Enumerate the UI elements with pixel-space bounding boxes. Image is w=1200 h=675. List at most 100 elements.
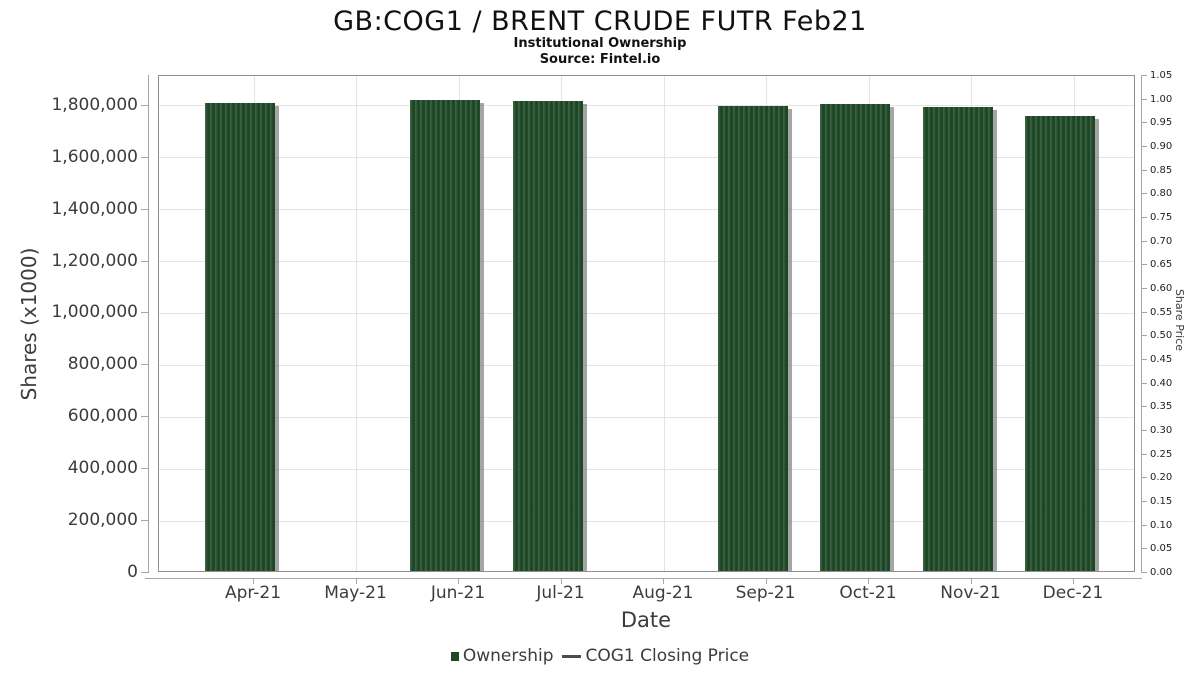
y-axis-tick-left (141, 104, 148, 106)
y-axis-tick-right (1141, 311, 1147, 313)
bar-dec-21[interactable] (1025, 115, 1095, 571)
y-axis-label-right: 0.60 (1150, 283, 1173, 294)
legend-item-ownership[interactable]: Ownership (450, 646, 554, 666)
y-axis-label-right: 0.80 (1150, 188, 1173, 200)
y-axis-title-left: Shares (x1000) (17, 247, 41, 401)
chart-source: Source: Fintel.io (539, 52, 661, 67)
x-axis-tick (458, 578, 459, 584)
y-axis-tick-right (1141, 146, 1147, 147)
x-axis-tick (868, 578, 869, 584)
y-axis-label-left: 1,800,000 (51, 94, 138, 115)
y-axis-label-left: 200,000 (67, 510, 138, 531)
chart-title: GB:COG1 / BRENT CRUDE FUTR Feb21 (333, 6, 867, 37)
bar-sep-21[interactable] (717, 106, 788, 571)
y-axis-title-right: Share Price (1173, 288, 1186, 352)
y-axis-label-left: 1,000,000 (51, 302, 138, 323)
y-axis-label-right: 0.10 (1150, 519, 1173, 531)
y-axis-tick-left (141, 364, 148, 366)
legend-item-closing-price[interactable]: COG1 Closing Price (562, 646, 749, 666)
bar-jul-21[interactable] (512, 100, 583, 571)
x-axis-title: Date (620, 608, 672, 632)
y-axis-label-right: 0.90 (1150, 141, 1173, 152)
gridline-horizontal (159, 520, 1134, 522)
y-axis-label-left: 1,200,000 (51, 250, 138, 271)
x-axis-tick (560, 578, 562, 584)
bar-oct-21[interactable] (820, 104, 890, 571)
gridline-horizontal (159, 209, 1134, 211)
y-axis-line-right (1141, 75, 1142, 573)
chart-subtitle: Institutional Ownership (513, 36, 687, 51)
y-axis-label-right: 0.75 (1150, 212, 1173, 223)
y-axis-label-right: 0.15 (1150, 496, 1173, 507)
y-axis-label-left: 800,000 (67, 354, 138, 375)
x-axis-tick (253, 578, 254, 584)
y-axis-tick-right (1141, 477, 1147, 479)
y-axis-tick-left (141, 260, 148, 262)
gridline-horizontal (159, 261, 1134, 263)
y-axis-tick-right (1141, 335, 1147, 337)
x-axis-label: Dec-21 (1042, 583, 1104, 603)
y-axis-tick-left (141, 156, 148, 158)
y-axis-tick-left (141, 312, 148, 314)
ownership-square-marker-icon (450, 651, 459, 661)
x-axis-tick (1073, 578, 1074, 584)
y-axis-label-right: 0.70 (1150, 235, 1173, 247)
y-axis-tick-right (1141, 406, 1147, 408)
legend: Ownership COG1 Closing Price (0, 646, 1200, 666)
y-axis-label-right: 0.25 (1150, 448, 1173, 460)
y-axis-tick-right (1141, 548, 1147, 550)
gridline-horizontal (159, 312, 1134, 314)
y-axis-tick-right (1141, 572, 1147, 573)
y-axis-tick-right (1141, 169, 1147, 171)
bar-jun-21[interactable] (410, 100, 480, 571)
y-axis-tick-right (1141, 382, 1147, 384)
bar-nov-21[interactable] (922, 106, 993, 571)
y-axis-tick-right (1141, 193, 1147, 195)
gridline-vertical (356, 76, 357, 571)
gridline-horizontal (159, 416, 1134, 418)
x-axis-tick (663, 578, 664, 584)
y-axis-label-right: 0.85 (1150, 164, 1173, 176)
y-axis-tick-right (1141, 288, 1147, 289)
x-axis-tick (355, 578, 357, 584)
y-axis-tick-right (1141, 359, 1147, 360)
x-axis-tick (970, 578, 972, 584)
y-axis-label-right: 0.50 (1150, 330, 1173, 342)
legend-label-ownership: Ownership (462, 646, 554, 666)
y-axis-tick-left (141, 520, 148, 522)
bar-apr-21[interactable] (205, 102, 275, 571)
y-axis-label-right: 0.00 (1150, 567, 1173, 578)
y-axis-tick-right (1141, 122, 1147, 124)
gridline-horizontal (159, 364, 1134, 366)
x-axis-label: Nov-21 (940, 583, 1001, 603)
y-axis-label-right: 0.05 (1150, 543, 1173, 555)
x-axis-tick (765, 578, 767, 584)
y-axis-label-right: 1.00 (1150, 93, 1173, 105)
y-axis-tick-right (1141, 453, 1147, 455)
y-axis-tick-left (141, 468, 148, 470)
y-axis-tick-left (141, 208, 148, 210)
y-axis-label-right: 0.65 (1150, 259, 1173, 271)
y-axis-label-left: 600,000 (67, 406, 138, 427)
x-axis-label: Jun-21 (430, 583, 486, 603)
y-axis-label-left: 400,000 (67, 458, 138, 479)
x-axis-label: May-21 (324, 583, 387, 603)
y-axis-label-right: 0.35 (1150, 401, 1173, 413)
y-axis-label-right: 0.95 (1150, 117, 1173, 129)
y-axis-label-left: 1,400,000 (51, 198, 138, 219)
y-axis-tick-left (141, 416, 148, 418)
y-axis-tick-right (1141, 430, 1147, 431)
x-axis-label: Aug-21 (632, 583, 694, 603)
y-axis-tick-right (1141, 240, 1147, 242)
x-axis-label: Sep-21 (735, 583, 796, 603)
gridline-horizontal (159, 157, 1134, 159)
y-axis-line-left (148, 75, 149, 573)
y-axis-tick-right (1141, 524, 1147, 526)
y-axis-label-right: 0.45 (1150, 354, 1173, 365)
y-axis-tick-right (1141, 501, 1147, 502)
y-axis-label-right: 0.30 (1150, 425, 1173, 436)
y-axis-label-right: 0.55 (1150, 306, 1173, 318)
x-axis-label: Oct-21 (839, 583, 897, 603)
y-axis-tick-right (1141, 217, 1147, 218)
